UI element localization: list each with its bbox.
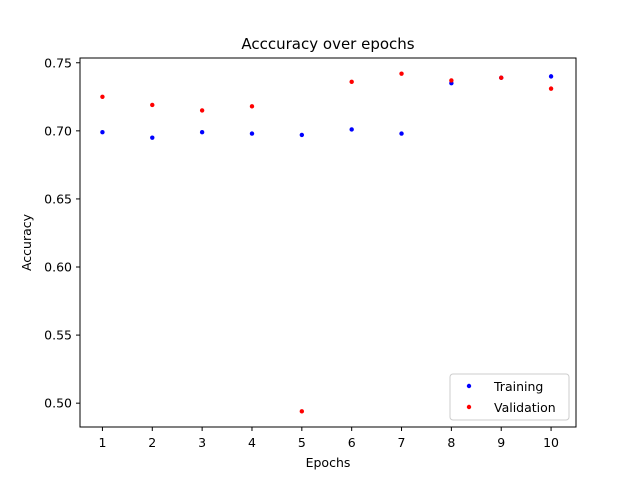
y-tick-label: 0.55 <box>44 328 72 343</box>
x-tick-label: 7 <box>398 435 406 450</box>
y-tick-label: 0.65 <box>44 191 72 206</box>
y-tick-label: 0.75 <box>44 55 72 70</box>
x-tick-label: 3 <box>198 435 206 450</box>
x-tick-label: 2 <box>148 435 156 450</box>
x-tick-label: 10 <box>543 435 559 450</box>
y-tick-label: 0.60 <box>44 260 72 275</box>
x-tick-label: 9 <box>497 435 505 450</box>
training-point <box>249 131 255 136</box>
training-point <box>349 127 354 132</box>
legend-marker-training <box>466 383 472 389</box>
training-point <box>199 130 205 135</box>
validation-point <box>199 108 205 113</box>
validation-point <box>399 71 404 76</box>
y-tick-label: 0.50 <box>44 396 72 411</box>
training-point <box>399 131 404 136</box>
plot-area <box>80 58 576 427</box>
legend-box <box>449 373 570 421</box>
legend-label-validation: Validation <box>494 400 556 415</box>
legend: Training Validation <box>449 373 570 421</box>
x-tick-label: 4 <box>248 435 256 450</box>
x-tick-label: 5 <box>298 435 306 450</box>
x-tick-label: 6 <box>348 435 356 450</box>
validation-point <box>299 409 305 414</box>
validation-point <box>548 86 554 91</box>
validation-point <box>150 102 155 108</box>
validation-point <box>249 104 255 109</box>
y-tick-label: 0.70 <box>44 123 72 138</box>
x-axis-label: Epochs <box>306 455 351 470</box>
x-axis-ticks: 1 2 3 4 5 6 7 8 9 10 <box>98 427 559 450</box>
y-axis-label: Accuracy <box>19 213 34 271</box>
training-point <box>299 132 305 138</box>
data-points <box>100 71 554 414</box>
legend-marker-validation <box>466 404 472 410</box>
chart-title: Acccuracy over epochs <box>241 35 414 53</box>
training-point <box>100 130 105 135</box>
validation-point <box>499 75 504 80</box>
legend-label-training: Training <box>493 379 543 394</box>
validation-point <box>349 79 354 85</box>
training-point <box>150 135 155 140</box>
validation-point <box>449 78 454 83</box>
x-tick-label: 1 <box>98 435 106 450</box>
x-tick-label: 8 <box>447 435 455 450</box>
validation-point <box>100 94 105 100</box>
training-point <box>548 74 554 79</box>
plot-frame <box>79 57 577 428</box>
y-axis-ticks: 0.50 0.55 0.60 0.65 0.70 0.75 <box>44 55 80 411</box>
